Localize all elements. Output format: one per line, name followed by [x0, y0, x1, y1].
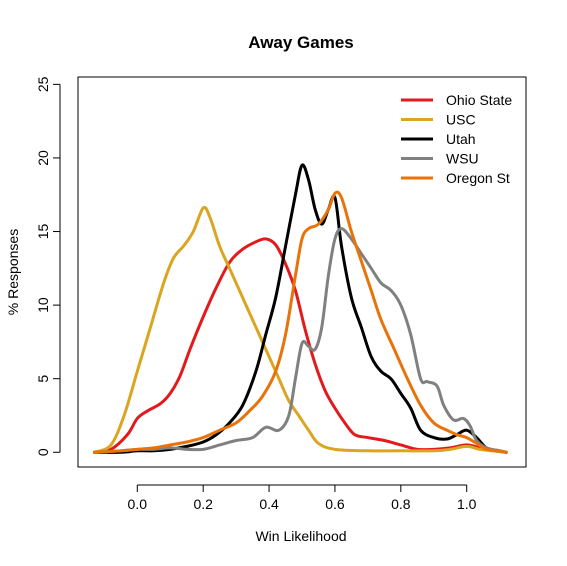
legend: Ohio State USC Utah WSU Oregon St	[401, 92, 512, 186]
series-line-utah	[92, 163, 508, 454]
x-axis-label: Win Likelihood	[255, 528, 346, 544]
legend-label-utah: Utah	[446, 131, 476, 147]
x-tick-label: 0.2	[193, 496, 213, 512]
legend-label-ohio-state: Ohio State	[446, 92, 512, 108]
y-tick-label: 25	[35, 76, 51, 92]
series-lines	[92, 163, 508, 454]
series-line-wsu	[92, 227, 508, 454]
y-tick-label: 10	[35, 297, 51, 313]
legend-label-oregon-st: Oregon St	[446, 170, 510, 186]
y-tick-label: 0	[35, 448, 51, 456]
y-axis-label: % Responses	[5, 229, 21, 315]
series-line-usc	[92, 205, 508, 454]
series-line-oregon-st	[92, 190, 508, 454]
x-tick-label: 1.0	[457, 496, 477, 512]
plot-area-frame	[77, 76, 527, 468]
x-tick-label: 0.4	[259, 496, 279, 512]
y-tick-label: 20	[35, 150, 51, 166]
chart-title: Away Games	[248, 33, 354, 52]
x-tick-label: 0.6	[325, 496, 345, 512]
x-tick-label: 0.8	[391, 496, 411, 512]
y-tick-label: 15	[35, 224, 51, 240]
legend-label-wsu: WSU	[446, 151, 479, 167]
legend-label-usc: USC	[446, 112, 476, 128]
x-tick-label: 0.0	[128, 496, 148, 512]
y-axis: 0 5 10 15 20 25	[35, 76, 61, 456]
y-tick-label: 5	[35, 375, 51, 383]
x-axis: 0.0 0.2 0.4 0.6 0.8 1.0	[128, 484, 477, 512]
